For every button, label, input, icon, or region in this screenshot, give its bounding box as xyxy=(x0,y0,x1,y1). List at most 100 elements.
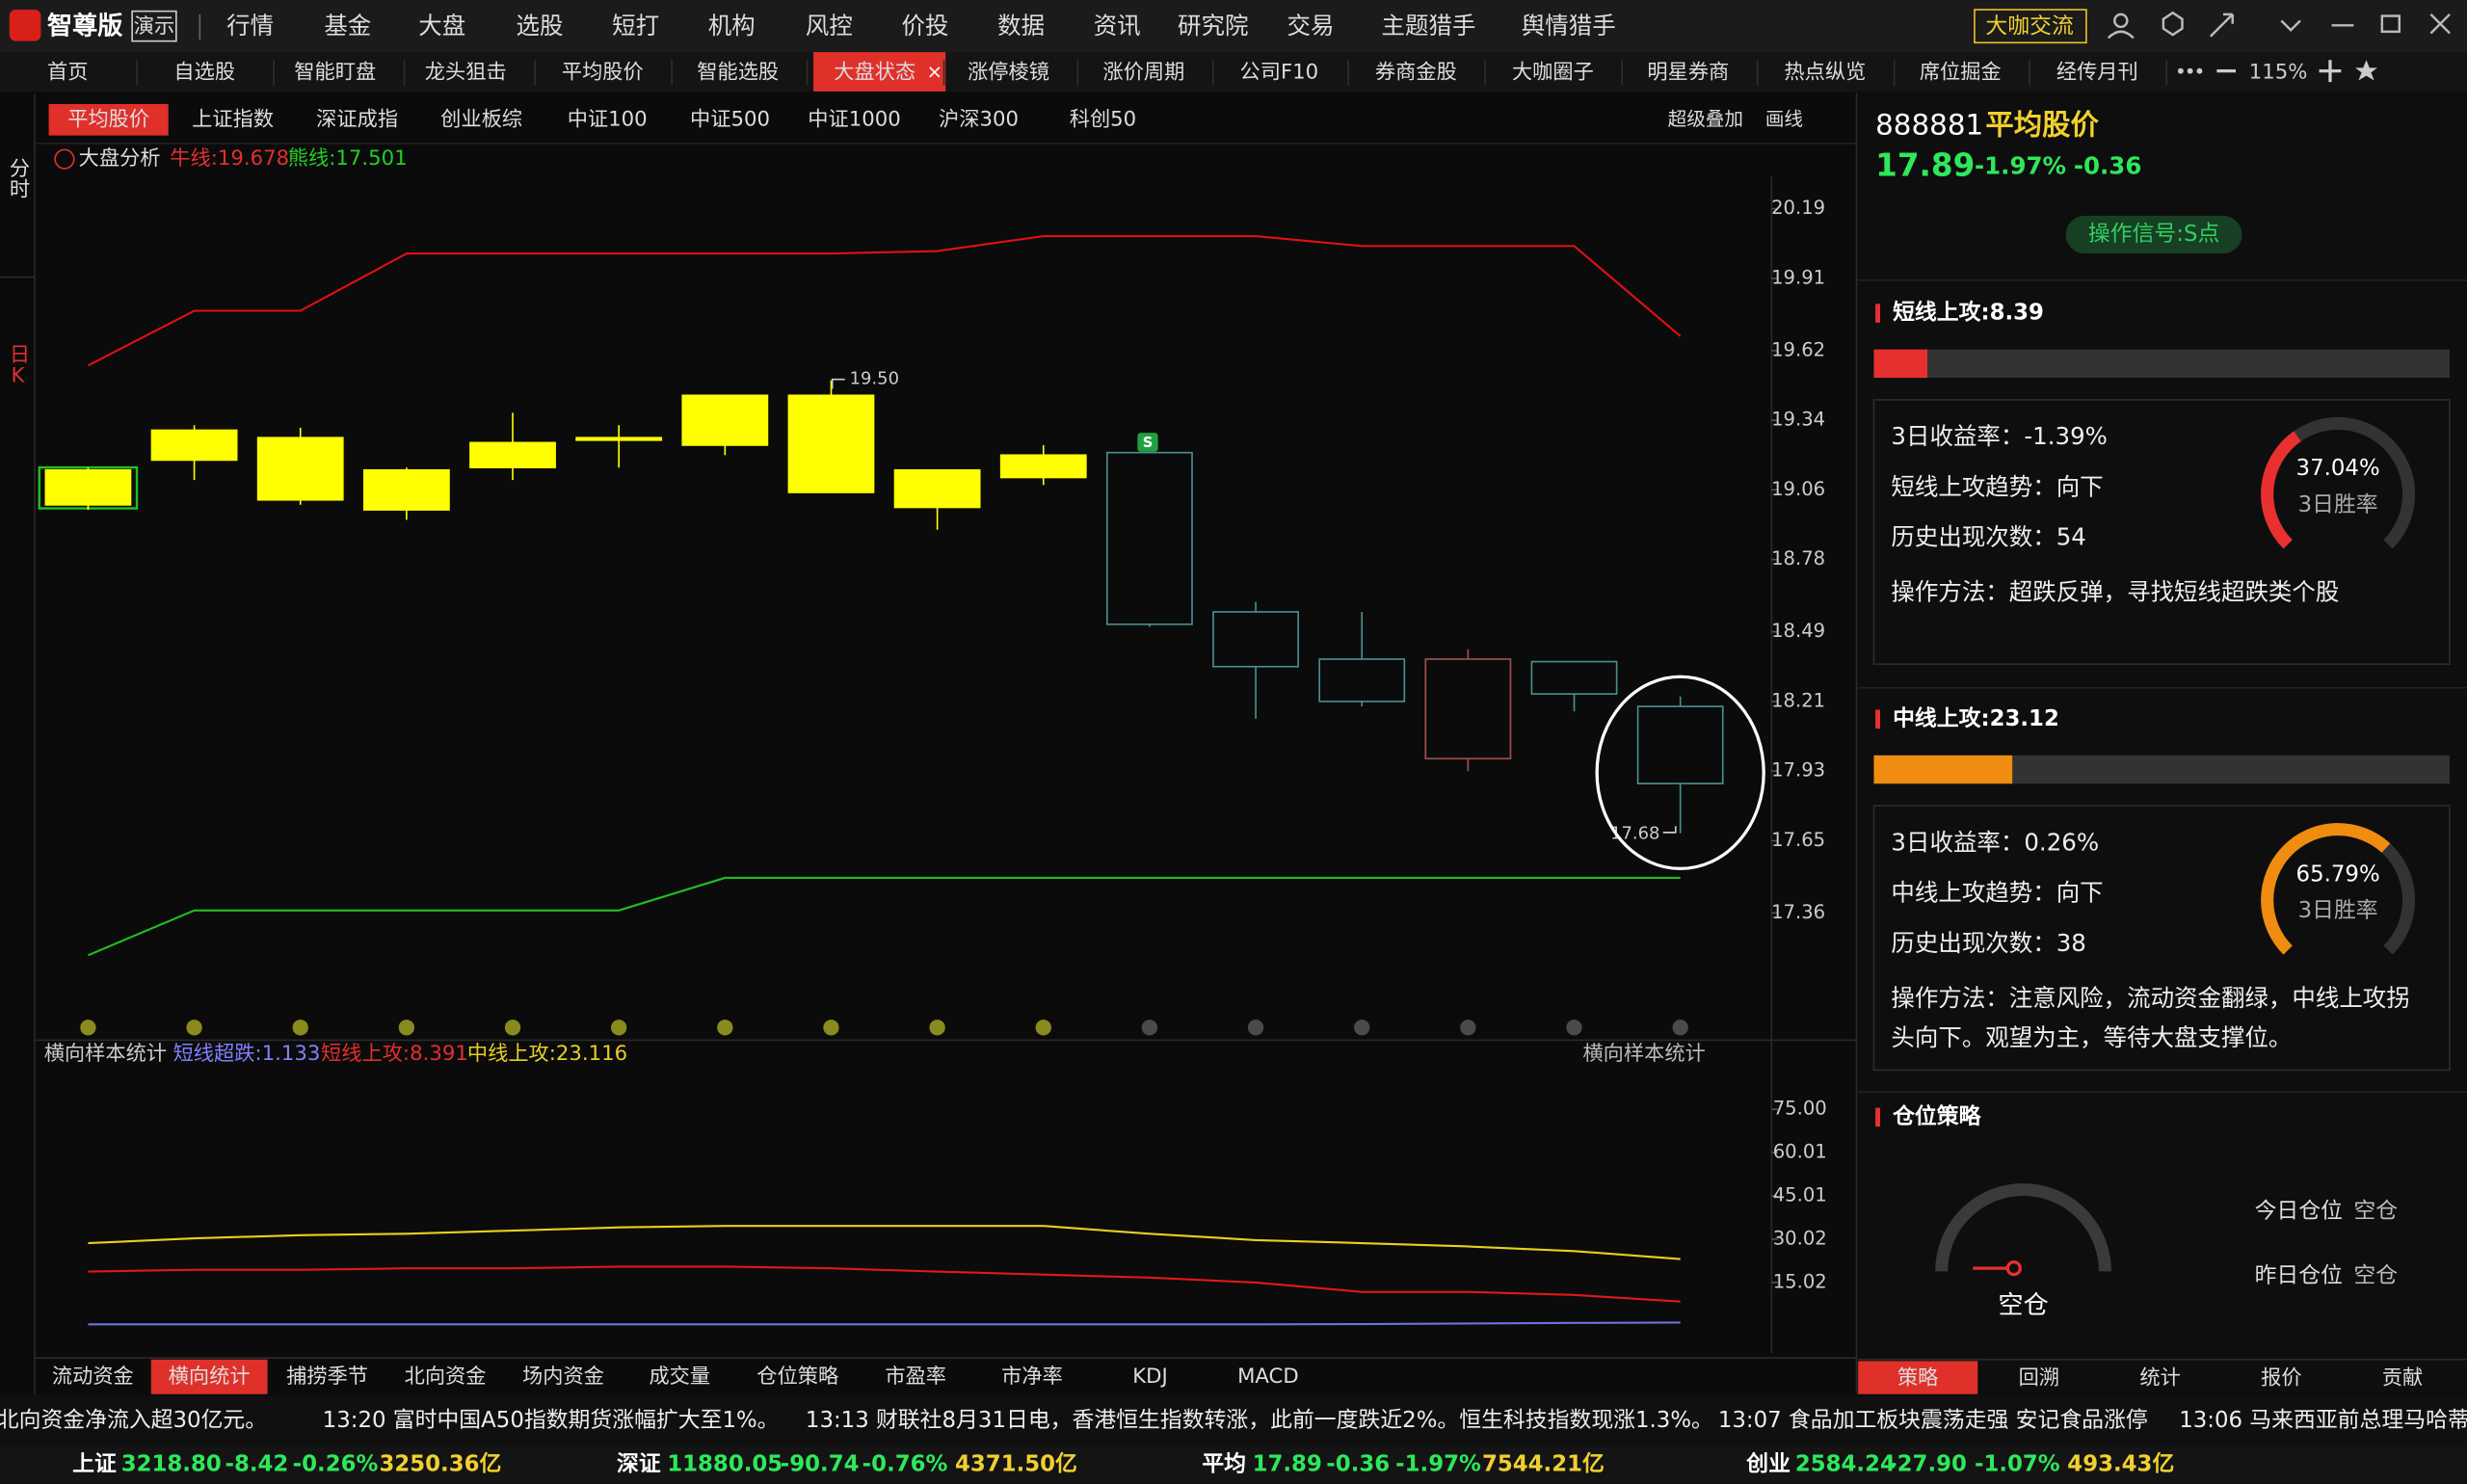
candle-body xyxy=(1106,451,1193,625)
index-tab[interactable]: 中证1000 xyxy=(808,107,900,131)
signal-badge xyxy=(1137,433,1158,452)
series-line xyxy=(88,1321,1681,1326)
menu-item[interactable]: 选股 xyxy=(517,12,564,40)
menu-item[interactable]: 价投 xyxy=(902,12,949,40)
bottom-tab[interactable]: 市净率 xyxy=(1001,1365,1063,1389)
side-tab[interactable]: 分时 xyxy=(6,157,30,199)
active-tab[interactable] xyxy=(813,52,946,92)
index-pct: -0.76% xyxy=(862,1452,948,1477)
index-tab[interactable]: 中证100 xyxy=(568,107,648,131)
tab[interactable]: 智能盯盘 xyxy=(294,60,376,84)
tab[interactable]: 自选股 xyxy=(173,60,235,84)
tab[interactable]: 公司F10 xyxy=(1240,60,1319,84)
bottom-tab[interactable]: 市盈率 xyxy=(885,1365,946,1389)
index-pct: -1.07% xyxy=(1975,1452,2060,1477)
panel-tab[interactable]: 策略 xyxy=(1897,1365,1938,1390)
tab[interactable]: 热点纵览 xyxy=(1784,60,1866,84)
tool[interactable]: 超级叠加 xyxy=(1668,108,1743,130)
series-line xyxy=(88,1265,1681,1303)
index-tab[interactable]: 创业板综 xyxy=(440,107,522,131)
status-dot xyxy=(1460,1020,1476,1036)
menu-item[interactable]: 数据 xyxy=(997,12,1045,40)
menu-item[interactable]: 研究院 xyxy=(1178,12,1248,40)
menu-item[interactable]: 行情 xyxy=(226,12,274,40)
talk-button[interactable]: 大咖交流 xyxy=(1985,13,2074,39)
menu-item[interactable]: 舆情猎手 xyxy=(1522,12,1616,40)
tab[interactable]: 首页 xyxy=(47,60,88,84)
tab[interactable]: 大盘状态 xyxy=(834,60,915,84)
panel-tab[interactable]: 贡献 xyxy=(2382,1365,2423,1390)
index-amount: 493.43亿 xyxy=(2067,1452,2174,1477)
bottom-tab[interactable]: 横向统计 xyxy=(169,1365,251,1389)
index-tab[interactable]: 深证成指 xyxy=(316,107,398,131)
stock-price: 17.89 xyxy=(1875,146,1975,183)
y-tick-label: 45.01 xyxy=(1773,1184,1827,1206)
low-annotation: 17.68 xyxy=(1610,824,1659,844)
menu-item[interactable]: 主题猎手 xyxy=(1382,12,1476,40)
bear-label: 熊线:17.501 xyxy=(288,146,408,171)
tab[interactable]: 智能选股 xyxy=(697,60,779,84)
highlight-circle xyxy=(1595,675,1765,871)
menu-item[interactable]: 资讯 xyxy=(1094,12,1141,40)
tool[interactable]: 画线 xyxy=(1765,108,1803,130)
tab[interactable]: 大咖圈子 xyxy=(1512,60,1594,84)
bottom-tab[interactable]: MACD xyxy=(1237,1365,1299,1389)
tab[interactable]: 龙头狙击 xyxy=(425,60,507,84)
index-tab[interactable]: 科创50 xyxy=(1070,107,1136,131)
menu-item[interactable]: 大盘 xyxy=(418,12,465,40)
y-tick-label: 19.91 xyxy=(1771,266,1825,288)
tab[interactable]: 经传月刊 xyxy=(2056,60,2138,84)
bottom-tab[interactable]: 北向资金 xyxy=(405,1365,487,1389)
collapse-icon[interactable] xyxy=(54,148,75,170)
index-price: 3218.80 xyxy=(121,1452,222,1477)
panel-tab[interactable]: 回溯 xyxy=(2019,1365,2059,1390)
panel-tab[interactable]: 统计 xyxy=(2139,1365,2180,1390)
candle-body xyxy=(999,454,1087,479)
index-amount: 4371.50亿 xyxy=(955,1452,1077,1477)
info-row: 历史出现次数：54 xyxy=(1891,523,2085,551)
bottom-tab[interactable]: 捕捞季节 xyxy=(286,1365,368,1389)
stock-change: -0.36 xyxy=(2074,151,2142,179)
menu-item[interactable]: 机构 xyxy=(708,12,756,40)
index-change: -8.42 xyxy=(225,1452,288,1477)
bottom-tab[interactable]: 流动资金 xyxy=(52,1365,134,1389)
signal-text: S xyxy=(1143,435,1154,451)
bottom-tab[interactable]: KDJ xyxy=(1132,1365,1168,1389)
tab[interactable]: 明星券商 xyxy=(1647,60,1729,84)
candle-body xyxy=(575,437,663,441)
index-tab[interactable]: 上证指数 xyxy=(192,107,274,131)
side-tab-active[interactable]: 日K xyxy=(6,343,30,387)
active-panel-tab[interactable] xyxy=(1858,1361,1978,1394)
active-index-tab[interactable] xyxy=(48,103,169,136)
index-tab[interactable]: 平均股价 xyxy=(67,107,149,131)
menu-item[interactable]: 交易 xyxy=(1287,12,1335,40)
tab[interactable]: 平均股价 xyxy=(562,60,644,84)
bottom-tab[interactable]: 场内资金 xyxy=(522,1365,604,1389)
candle-body xyxy=(787,394,875,493)
menu-item[interactable]: 短打 xyxy=(612,12,659,40)
tab[interactable]: 券商金股 xyxy=(1375,60,1457,84)
index-price: 2584.24 xyxy=(1795,1452,1896,1477)
bottom-tab[interactable]: 成交量 xyxy=(649,1365,710,1389)
candle-body xyxy=(1318,658,1406,702)
index-tab[interactable]: 沪深300 xyxy=(939,107,1019,131)
index-name: 创业 xyxy=(1745,1452,1791,1477)
low-marker xyxy=(1662,826,1677,834)
panel-tab[interactable]: 报价 xyxy=(2261,1365,2301,1390)
menu-item[interactable]: 基金 xyxy=(324,12,371,40)
stock-pct: -1.97% xyxy=(1975,151,2066,179)
tab[interactable]: 涨停棱镜 xyxy=(968,60,1049,84)
status-dot xyxy=(1035,1020,1051,1036)
tab[interactable]: 席位掘金 xyxy=(1920,60,2002,84)
talk-box[interactable] xyxy=(1974,9,2087,44)
index-name: 上证 xyxy=(72,1452,117,1477)
menu-item[interactable]: 风控 xyxy=(806,12,853,40)
y-tick-label: 18.78 xyxy=(1771,547,1825,570)
index-tab[interactable]: 中证500 xyxy=(690,107,770,131)
index-amount: 3250.36亿 xyxy=(379,1452,501,1477)
y-tick-label: 17.93 xyxy=(1771,759,1825,782)
bottom-tab[interactable]: 仓位策略 xyxy=(756,1365,838,1389)
tab[interactable]: 涨价周期 xyxy=(1102,60,1184,84)
active-bottom-tab[interactable] xyxy=(150,1359,268,1394)
